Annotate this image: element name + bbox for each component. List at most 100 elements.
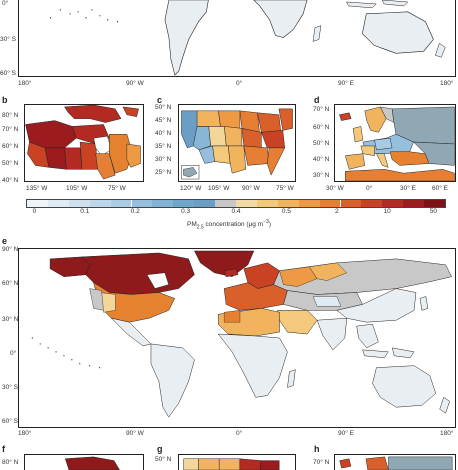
colorbar-cells bbox=[27, 200, 445, 207]
panel-f-lat-tick: 80° N bbox=[2, 459, 19, 466]
panel-a-lat-tick: 60° S bbox=[0, 70, 16, 77]
panel-b-lat-tick: 80° N bbox=[2, 112, 19, 119]
colorbar-label: 50 bbox=[429, 208, 438, 215]
panel-h-lat-tick: 70° N bbox=[313, 459, 330, 466]
colorbar-label: 0 bbox=[32, 208, 37, 215]
panel-d-lon-tick: 30° E bbox=[400, 185, 416, 192]
map-panel-f bbox=[24, 454, 144, 470]
map-panel-d bbox=[334, 104, 456, 182]
panel-b-lon-tick: 75° W bbox=[108, 185, 126, 192]
colorbar-title-main: PM bbox=[187, 221, 197, 229]
panel-d-lat-tick: 50° N bbox=[313, 140, 330, 147]
usa-map bbox=[181, 108, 293, 180]
panel-letter-h: h bbox=[314, 444, 320, 454]
panel-e-lon-tick: 180° bbox=[18, 430, 32, 437]
panel-letter-b: b bbox=[2, 95, 8, 105]
panel-a-lat-tick: 30° S bbox=[0, 36, 16, 43]
panel-e-lat-tick: 0° bbox=[10, 350, 17, 357]
panel-b-lon-tick: 135° W bbox=[26, 185, 48, 192]
colorbar-swatch bbox=[319, 200, 342, 207]
panel-letter-c: c bbox=[157, 95, 163, 105]
colorbar-title-end: ) bbox=[268, 221, 271, 229]
panel-letter-d: d bbox=[314, 95, 320, 105]
panel-e-lon-tick: 0° bbox=[236, 430, 243, 437]
panel-d-lat-tick: 40° N bbox=[313, 156, 330, 163]
panel-c-lat-tick: 35° N bbox=[155, 143, 172, 150]
colorbar bbox=[26, 199, 446, 208]
colorbar-label: 0.1 bbox=[80, 208, 90, 215]
colorbar-swatch bbox=[68, 200, 91, 207]
map-panel-g bbox=[178, 454, 296, 470]
panel-c-lon-tick: 90° W bbox=[242, 185, 260, 192]
panel-c-lat-tick: 30° N bbox=[155, 156, 172, 163]
europe-map bbox=[335, 105, 455, 181]
panel-e-lat-tick: 60° S bbox=[2, 418, 18, 425]
map-panel-a bbox=[18, 0, 456, 77]
colorbar-label: 10 bbox=[383, 208, 391, 215]
canada-map bbox=[25, 105, 141, 180]
colorbar-swatch bbox=[298, 200, 321, 207]
usa-map-partial bbox=[183, 458, 280, 470]
panel-d-lon-tick: 30° W bbox=[326, 185, 344, 192]
panel-c-lat-tick: 45° N bbox=[155, 117, 172, 124]
panel-e-lat-tick: 30° N bbox=[2, 316, 19, 323]
panel-a-lat-tick: 0° bbox=[2, 0, 9, 7]
panel-e-lon-tick: 90° W bbox=[126, 430, 144, 437]
world-map-a bbox=[49, 0, 446, 76]
panel-d-lat-tick: 30° N bbox=[313, 172, 330, 179]
colorbar-swatch bbox=[173, 200, 196, 207]
colorbar-swatch bbox=[236, 200, 258, 207]
map-panel-h bbox=[334, 454, 456, 470]
panel-a-lon-tick: 0° bbox=[236, 80, 243, 87]
panel-a-lon-tick: 180° bbox=[18, 80, 32, 87]
colorbar-label: 0.3 bbox=[181, 208, 191, 215]
colorbar-swatch bbox=[215, 200, 237, 207]
colorbar-swatch bbox=[382, 200, 405, 207]
colorbar-swatch bbox=[152, 200, 175, 207]
panel-d-lon-tick: 60° E bbox=[432, 185, 448, 192]
colorbar-label: 0.2 bbox=[130, 208, 140, 215]
panel-e-lat-tick: 90° N bbox=[2, 246, 19, 253]
panel-c-lon-tick: 75° W bbox=[276, 185, 294, 192]
panel-g-lat-tick: 50° N bbox=[155, 456, 172, 463]
colorbar-swatch bbox=[27, 200, 49, 207]
panel-e-lon-tick: 90° E bbox=[338, 430, 354, 437]
colorbar-swatch bbox=[361, 200, 384, 207]
colorbar-swatch bbox=[424, 200, 445, 207]
panel-letter-g: g bbox=[157, 444, 163, 454]
panel-b-lat-tick: 60° N bbox=[2, 143, 19, 150]
panel-d-lon-tick: 0° bbox=[366, 185, 373, 192]
colorbar-title-sub: 2.5 bbox=[196, 224, 204, 231]
panel-c-lon-tick: 105° W bbox=[208, 185, 230, 192]
panel-a-lon-tick: 90° W bbox=[126, 80, 144, 87]
panel-a-lon-tick: 90° E bbox=[338, 80, 354, 87]
canada-map-partial bbox=[64, 456, 120, 470]
panel-b-lon-tick: 105° W bbox=[66, 185, 88, 192]
colorbar-label: 0.4 bbox=[231, 208, 241, 215]
panel-d-lat-tick: 60° N bbox=[313, 124, 330, 131]
colorbar-swatch bbox=[194, 200, 217, 207]
map-panel-e bbox=[18, 248, 456, 428]
panel-e-lat-tick: 60° N bbox=[2, 280, 19, 287]
colorbar-title-rest: concentration (μg m bbox=[203, 221, 264, 229]
panel-e-lon-tick: 180° bbox=[440, 430, 454, 437]
world-map-e bbox=[20, 249, 454, 427]
panel-e-lat-tick: 30° S bbox=[2, 384, 18, 391]
panel-letter-e: e bbox=[2, 236, 8, 246]
colorbar-swatch bbox=[110, 200, 133, 207]
panel-c-lon-tick: 120° W bbox=[180, 185, 202, 192]
panel-c-lat-tick: 40° N bbox=[155, 130, 172, 137]
panel-b-lat-tick: 40° N bbox=[2, 177, 19, 184]
colorbar-swatch bbox=[89, 200, 112, 207]
panel-c-lat-tick: 25° N bbox=[155, 169, 172, 176]
colorbar-labels: 0 0.1 0.2 0.3 0.4 0.5 2 10 50 bbox=[26, 208, 446, 218]
panel-c-lat-tick: 50° N bbox=[155, 104, 172, 111]
europe-map-partial bbox=[337, 455, 453, 470]
colorbar-label: 2 bbox=[334, 208, 339, 215]
colorbar-swatch bbox=[403, 200, 426, 207]
colorbar-title-sup: −3 bbox=[263, 219, 269, 225]
colorbar-swatch bbox=[131, 200, 154, 207]
colorbar-label: 0.5 bbox=[281, 208, 291, 215]
panel-d-lat-tick: 70° N bbox=[313, 106, 330, 113]
colorbar-swatch bbox=[256, 200, 279, 207]
